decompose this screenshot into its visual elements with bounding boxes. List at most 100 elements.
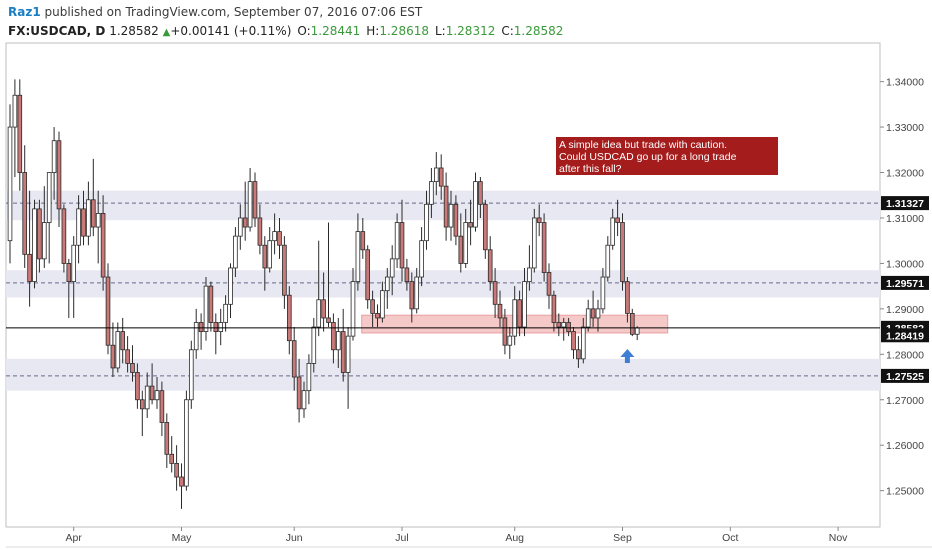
candle bbox=[296, 358, 302, 423]
candle-body-up bbox=[184, 399, 189, 487]
candle-body-down bbox=[478, 181, 483, 205]
candle bbox=[213, 313, 219, 355]
candle-body-up bbox=[384, 276, 390, 292]
candle bbox=[311, 317, 317, 373]
y-tick-label: 1.26000 bbox=[886, 440, 924, 452]
candle-body-down bbox=[331, 322, 336, 351]
candle bbox=[37, 199, 42, 273]
candle bbox=[223, 295, 228, 332]
candle bbox=[561, 317, 566, 341]
candle-body-down bbox=[409, 281, 415, 310]
candle-body-up bbox=[223, 303, 228, 323]
candle bbox=[404, 258, 410, 291]
candle-body-down bbox=[492, 281, 498, 305]
candle-body-down bbox=[541, 222, 547, 273]
candle bbox=[32, 199, 37, 289]
candle bbox=[252, 172, 258, 228]
candle-body-down bbox=[120, 331, 126, 351]
candle-body-down bbox=[296, 376, 302, 410]
candle bbox=[286, 286, 292, 355]
candle bbox=[56, 131, 62, 228]
candle bbox=[7, 104, 13, 264]
price-badge-label: 1.29571 bbox=[886, 278, 924, 290]
candle bbox=[590, 290, 596, 328]
candle bbox=[414, 267, 419, 314]
candle-body-down bbox=[497, 303, 503, 319]
candle-body-down bbox=[208, 285, 214, 323]
candle-body-up bbox=[42, 222, 47, 260]
candle bbox=[198, 313, 204, 350]
candle bbox=[61, 204, 67, 273]
annotation-line: A simple idea but trade with caution. bbox=[559, 139, 727, 151]
candle-body-up bbox=[115, 331, 121, 369]
candle-body-down bbox=[174, 462, 179, 478]
candle bbox=[438, 154, 444, 200]
candle-body-up bbox=[267, 240, 272, 269]
candle bbox=[262, 236, 268, 291]
price-badge bbox=[881, 275, 929, 290]
candle bbox=[571, 327, 576, 359]
candle bbox=[487, 236, 493, 291]
candle-body-up bbox=[32, 208, 37, 282]
candle bbox=[321, 272, 326, 332]
candle bbox=[179, 463, 184, 509]
candle bbox=[429, 167, 434, 218]
candle-body-down bbox=[257, 217, 263, 246]
candle-body-down bbox=[576, 349, 581, 360]
candle bbox=[581, 317, 586, 364]
open-value: 1.28441 bbox=[310, 24, 361, 38]
candle-body-up bbox=[12, 94, 18, 128]
candle bbox=[203, 277, 209, 341]
candle bbox=[193, 308, 199, 359]
candle-body-up bbox=[389, 258, 395, 278]
candle-body-up bbox=[228, 267, 233, 305]
candle bbox=[532, 208, 537, 273]
candle bbox=[566, 317, 571, 337]
candle bbox=[86, 181, 91, 246]
candle-body-up bbox=[193, 322, 199, 351]
candle bbox=[551, 290, 557, 332]
candle-body-down bbox=[277, 231, 282, 246]
candle bbox=[630, 308, 635, 337]
candle-body-down bbox=[438, 167, 444, 187]
candle-body-down bbox=[179, 476, 184, 487]
author-link[interactable]: Raz1 bbox=[8, 5, 41, 19]
price-badge-label: 1.27525 bbox=[886, 371, 924, 383]
last-price: 1.28582 bbox=[109, 24, 159, 38]
symbol-ohlc-line: FX:USDCAD, D 1.28582 ▲+0.00141 (+0.11%) O… bbox=[8, 24, 563, 38]
candle bbox=[282, 236, 287, 309]
close-value: 1.28582 bbox=[513, 24, 564, 38]
candle bbox=[326, 222, 331, 328]
candle bbox=[125, 336, 130, 373]
candle-body-down bbox=[242, 217, 248, 228]
candle bbox=[188, 340, 194, 409]
candle-body-up bbox=[71, 244, 77, 282]
candle bbox=[277, 217, 282, 259]
candle bbox=[482, 199, 488, 259]
low-value: 1.28312 bbox=[445, 24, 496, 38]
y-tick-label: 1.25000 bbox=[886, 486, 924, 498]
candle-body-down bbox=[630, 313, 635, 335]
candle-body-up bbox=[581, 326, 586, 360]
candle bbox=[105, 263, 111, 355]
candle-body-up bbox=[448, 203, 454, 228]
candle-body-up bbox=[95, 213, 101, 228]
candle bbox=[610, 208, 615, 250]
symbol-label: FX:USDCAD, D bbox=[8, 24, 106, 38]
candle bbox=[380, 281, 385, 323]
candle-body-up bbox=[561, 322, 566, 328]
candle bbox=[615, 199, 620, 237]
candle bbox=[468, 199, 473, 246]
candle-body-up bbox=[7, 126, 13, 242]
candle-body-down bbox=[159, 390, 165, 423]
candle-body-up bbox=[507, 335, 513, 346]
candle bbox=[316, 240, 321, 337]
candle bbox=[139, 390, 145, 437]
candle-body-down bbox=[546, 272, 552, 296]
candle-body-down bbox=[443, 185, 449, 228]
candle-body-down bbox=[130, 362, 135, 373]
candle-body-down bbox=[198, 322, 204, 332]
candle-body-down bbox=[56, 140, 62, 210]
candle-body-up bbox=[350, 281, 356, 337]
